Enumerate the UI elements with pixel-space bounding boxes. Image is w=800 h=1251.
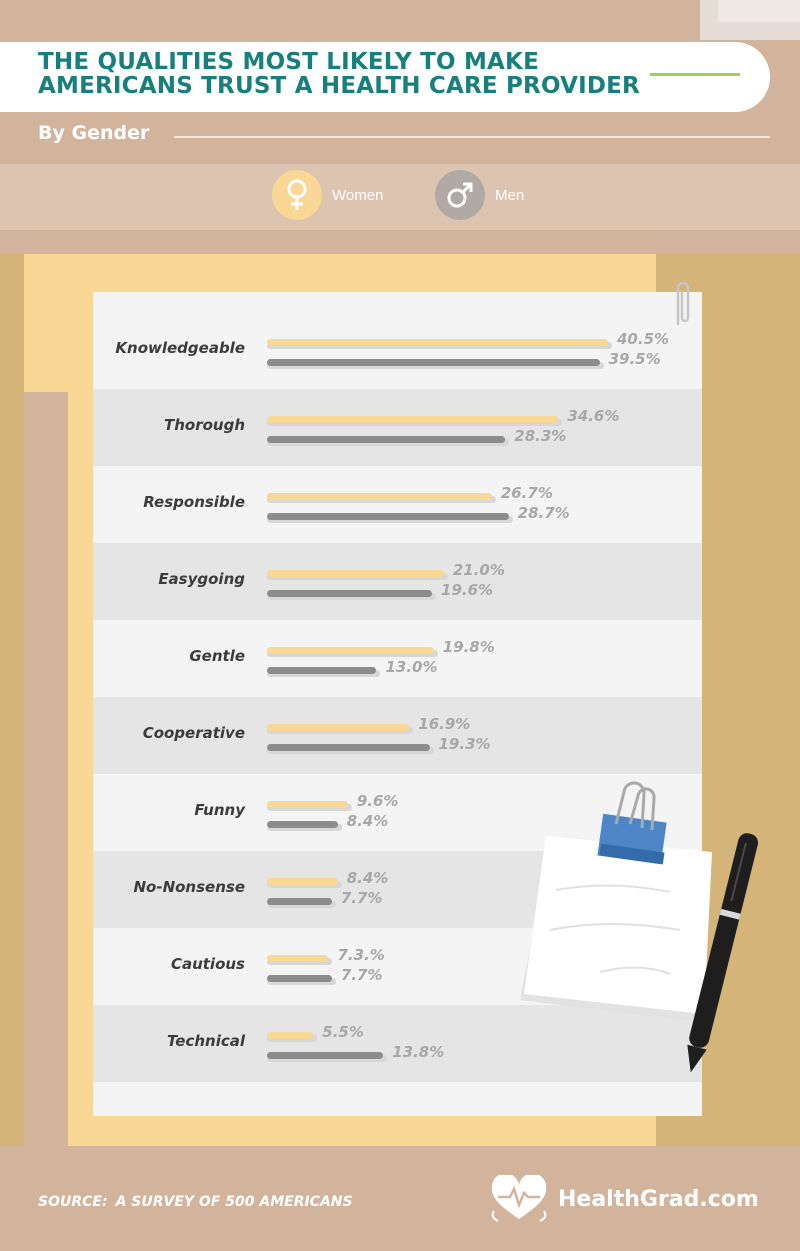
value-label-women: 40.5%	[617, 330, 670, 348]
value-label-men: 8.4%	[346, 812, 389, 830]
page-title: THE QUALITIES MOST LIKELY TO MAKE AMERIC…	[38, 49, 640, 99]
value-label-women: 19.8%	[442, 638, 495, 656]
source-value: A SURVEY OF 500 AMERICANS	[115, 1194, 353, 1210]
bar-women	[267, 955, 329, 962]
paperclip-icon	[676, 281, 690, 326]
category-label: Gentle	[189, 647, 245, 665]
note-illustration	[520, 781, 712, 1022]
bar-women	[267, 570, 444, 577]
category-label: Cautious	[170, 955, 245, 973]
male-symbol-icon	[435, 170, 485, 220]
value-label-men: 7.7%	[340, 966, 383, 984]
top-decoration	[718, 0, 800, 22]
value-label-men: 7.7%	[340, 889, 383, 907]
value-label-men: 39.5%	[608, 350, 661, 368]
source-label: SOURCE:	[38, 1194, 108, 1210]
bar-men	[267, 667, 377, 674]
chart-row	[93, 620, 702, 697]
subtitle-divider	[174, 136, 770, 138]
legend-men: Men	[435, 170, 524, 220]
category-label: Thorough	[163, 416, 245, 434]
bar-women	[267, 647, 434, 654]
heart-pulse-logo-icon	[491, 1175, 547, 1222]
chart-row	[93, 389, 702, 466]
value-label-women: 5.5%	[322, 1023, 364, 1041]
title-accent-line	[650, 73, 740, 76]
chart-row	[93, 543, 702, 620]
bar-men	[267, 513, 509, 520]
value-label-men: 19.6%	[441, 581, 494, 599]
bar-women	[267, 1032, 314, 1039]
bar-men	[267, 1052, 384, 1059]
category-label: Easygoing	[158, 570, 245, 588]
category-label: Cooperative	[142, 724, 245, 742]
bar-women	[267, 493, 492, 500]
brand-name: HealthGrad.com	[558, 1186, 759, 1212]
value-label-women: 8.4%	[346, 869, 389, 887]
value-label-men: 13.8%	[392, 1043, 445, 1061]
value-label-women: 7.3.%	[337, 946, 385, 964]
brand-logo: HealthGrad.com	[488, 1175, 759, 1223]
legend-band	[0, 164, 800, 230]
value-label-men: 28.3%	[514, 427, 567, 445]
page-subtitle: By Gender	[38, 122, 150, 144]
legend-women: Women	[272, 170, 383, 220]
female-symbol-icon	[272, 170, 322, 220]
value-label-women: 34.6%	[567, 407, 620, 425]
chart-row	[93, 1005, 702, 1082]
bar-women	[267, 878, 338, 885]
bar-men	[267, 436, 506, 443]
category-label: No-Nonsense	[133, 878, 245, 896]
bar-men	[267, 590, 433, 597]
chart-row	[93, 697, 702, 774]
source-note: SOURCE: A SURVEY OF 500 AMERICANS	[38, 1194, 353, 1210]
bar-men	[267, 975, 332, 982]
bar-men	[267, 821, 338, 828]
value-label-women: 16.9%	[418, 715, 471, 733]
bar-women	[267, 801, 348, 808]
legend-women-label: Women	[332, 186, 384, 204]
value-label-women: 26.7%	[500, 484, 553, 502]
category-label: Funny	[194, 801, 245, 819]
value-label-men: 28.7%	[517, 504, 570, 522]
category-label: Knowledgeable	[115, 339, 245, 357]
chart-row	[93, 466, 702, 543]
legend-men-label: Men	[495, 186, 525, 204]
bar-men	[267, 744, 430, 751]
chart-row	[93, 312, 702, 389]
value-label-women: 9.6%	[356, 792, 399, 810]
bar-women	[267, 339, 608, 346]
category-label: Responsible	[143, 493, 245, 511]
category-label: Technical	[166, 1032, 245, 1050]
value-label-men: 13.0%	[385, 658, 438, 676]
bar-women	[267, 416, 559, 423]
bar-women	[267, 724, 410, 731]
title-card	[0, 42, 770, 112]
bar-men	[267, 359, 600, 366]
value-label-men: 19.3%	[438, 735, 491, 753]
folder-edge	[24, 392, 68, 1152]
value-label-women: 21.0%	[452, 561, 505, 579]
pen-icon	[687, 833, 759, 1073]
bar-men	[267, 898, 332, 905]
